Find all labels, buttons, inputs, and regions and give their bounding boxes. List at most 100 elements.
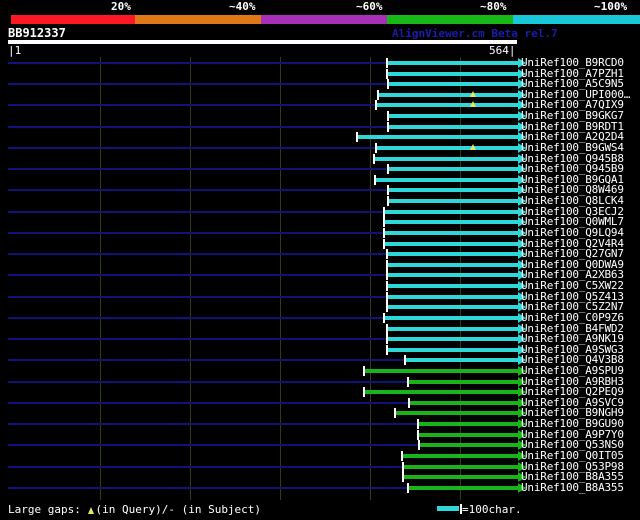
hit-bar[interactable] [385,241,518,246]
hit-row[interactable]: UniRef100_Q0IT05 [0,448,640,462]
hit-label[interactable]: UniRef100_C0P9Z6 [521,310,624,324]
hit-row[interactable]: UniRef100_B9RCD0 [0,57,640,69]
hit-bar[interactable] [389,167,518,172]
hit-label[interactable]: UniRef100_B9GKG7 [521,109,624,123]
hit-label[interactable]: UniRef100_B9GU90 [521,417,624,431]
hit-label[interactable]: UniRef100_B9NGH9 [521,406,624,420]
hit-bar[interactable] [377,103,518,108]
hit-bar[interactable] [403,453,518,458]
hit-label[interactable]: UniRef100_Q0DWA9 [521,257,624,271]
hit-row[interactable]: UniRef100_A9NK19 [0,332,640,346]
hit-label[interactable]: UniRef100_Q53NS0 [521,438,624,452]
hit-label[interactable]: UniRef100_B8A355 [521,470,624,484]
hit-row[interactable]: UniRef100_A7QIX9 [0,98,640,112]
hit-bar[interactable] [388,347,518,352]
hit-bar[interactable] [388,273,518,278]
hit-label[interactable]: UniRef100_Q5Z413 [521,289,624,303]
hit-row[interactable]: UniRef100_B9GU90 [0,417,640,431]
hit-bar[interactable] [409,379,518,384]
hit-label[interactable]: UniRef100_Q0WML7 [521,215,624,229]
hit-bar[interactable] [420,443,518,448]
hit-bar[interactable] [376,177,518,182]
hit-bar[interactable] [389,114,518,119]
hit-row[interactable]: UniRef100_B8A355 [0,470,640,484]
hit-row[interactable]: UniRef100_Q2PEQ9 [0,385,640,399]
hit-bar[interactable] [365,390,518,395]
hit-row[interactable]: UniRef100_B8A355 [0,481,640,494]
hit-row[interactable]: UniRef100_A9P7Y0 [0,427,640,441]
hit-row[interactable]: UniRef100_A5C9N5 [0,77,640,91]
hit-bar[interactable] [375,156,518,161]
hit-label[interactable]: UniRef100_Q27GN7 [521,247,624,261]
hit-row[interactable]: UniRef100_A9SVC9 [0,395,640,409]
hit-label[interactable]: UniRef100_Q2PEQ9 [521,385,624,399]
hit-bar[interactable] [389,188,518,193]
hit-bar[interactable] [385,315,518,320]
hit-row[interactable]: UniRef100_A9RBH3 [0,374,640,388]
hit-row[interactable]: UniRef100_C5XW22 [0,279,640,293]
hit-label[interactable]: UniRef100_Q53P98 [521,459,624,473]
hit-label[interactable]: UniRef100_A9SVC9 [521,395,624,409]
hit-label[interactable]: UniRef100_Q9LQ94 [521,225,624,239]
hit-row[interactable]: UniRef100_Q3ECJ2 [0,205,640,218]
hit-row[interactable]: UniRef100_C5Z2N7 [0,301,640,313]
hit-bar[interactable] [388,252,518,257]
hit-row[interactable]: UniRef100_Q4V3B8 [0,353,640,367]
hit-bar[interactable] [379,92,518,97]
hit-bar[interactable] [396,411,518,416]
hit-row[interactable]: UniRef100_B9RDT1 [0,119,640,133]
hit-row[interactable]: UniRef100_Q0WML7 [0,215,640,229]
hit-label[interactable]: UniRef100_A2XB63 [521,268,624,282]
hit-bar[interactable] [385,209,518,214]
hit-bar[interactable] [388,326,518,331]
hit-bar[interactable] [388,71,518,76]
hit-label[interactable]: UniRef100_A9SPU9 [521,363,624,377]
hit-row[interactable]: UniRef100_B4FWD2 [0,322,640,335]
hit-label[interactable]: UniRef100_B9GWS4 [521,140,624,154]
hit-bar[interactable] [389,199,518,204]
hit-bar[interactable] [385,230,518,235]
hit-row[interactable]: UniRef100_Q53P98 [0,459,640,473]
hit-label[interactable]: UniRef100_Q8W469 [521,183,624,197]
hit-label[interactable]: UniRef100_B9RDT1 [521,119,624,133]
hit-bar[interactable] [388,294,518,299]
hit-label[interactable]: UniRef100_B9GQA1 [521,172,624,186]
hit-row[interactable]: UniRef100_Q945B9 [0,162,640,176]
hit-row[interactable]: UniRef100_B9GQA1 [0,172,640,186]
hit-label[interactable]: UniRef100_A9NK19 [521,332,624,346]
hit-label[interactable]: UniRef100_Q2V4R4 [521,236,624,250]
hit-label[interactable]: UniRef100_Q4V3B8 [521,353,624,367]
hit-row[interactable]: UniRef100_B9GWS4 [0,140,640,154]
hit-row[interactable]: UniRef100_Q9LQ94 [0,225,640,239]
hit-row[interactable]: UniRef100_Q5Z413 [0,289,640,303]
hit-label[interactable]: UniRef100_UPI000… [521,87,631,101]
alignment-plot[interactable]: UniRef100_B9RCD0 UniRef100_A7PZH1 UniRef10… [0,57,640,500]
hit-row[interactable]: UniRef100_Q0DWA9 [0,257,640,271]
hit-label[interactable]: UniRef100_Q945B9 [521,162,624,176]
hit-label[interactable]: UniRef100_A9RBH3 [521,374,624,388]
hit-row[interactable]: UniRef100_C0P9Z6 [0,310,640,324]
hit-label[interactable]: UniRef100_Q0IT05 [521,448,624,462]
hit-row[interactable]: UniRef100_Q27GN7 [0,247,640,261]
hit-row[interactable]: UniRef100_Q2V4R4 [0,236,640,250]
hit-bar[interactable] [419,422,518,427]
hit-row[interactable]: UniRef100_Q8W469 [0,183,640,197]
hit-bar[interactable] [388,305,518,310]
hit-bar[interactable] [388,61,518,65]
hit-bar[interactable] [358,135,518,140]
hit-label[interactable]: UniRef100_A7PZH1 [521,66,624,80]
hit-label[interactable]: UniRef100_A5C9N5 [521,77,624,91]
hit-row[interactable]: UniRef100_UPI000… [0,87,640,101]
hit-bar[interactable] [404,464,518,469]
hit-label[interactable]: UniRef100_A7QIX9 [521,98,624,112]
hit-bar[interactable] [389,82,518,87]
hit-label[interactable]: UniRef100_Q945B8 [521,151,624,165]
hit-label[interactable]: UniRef100_A9P7Y0 [521,427,624,441]
hit-bar[interactable] [389,124,518,129]
hit-label[interactable]: UniRef100_A9SWG3 [521,342,624,356]
hit-row[interactable]: UniRef100_B9NGH9 [0,406,640,420]
hit-bar[interactable] [406,358,518,363]
hit-bar[interactable] [388,337,518,342]
hit-bar[interactable] [365,368,518,373]
hit-label[interactable]: UniRef100_C5XW22 [521,279,624,293]
